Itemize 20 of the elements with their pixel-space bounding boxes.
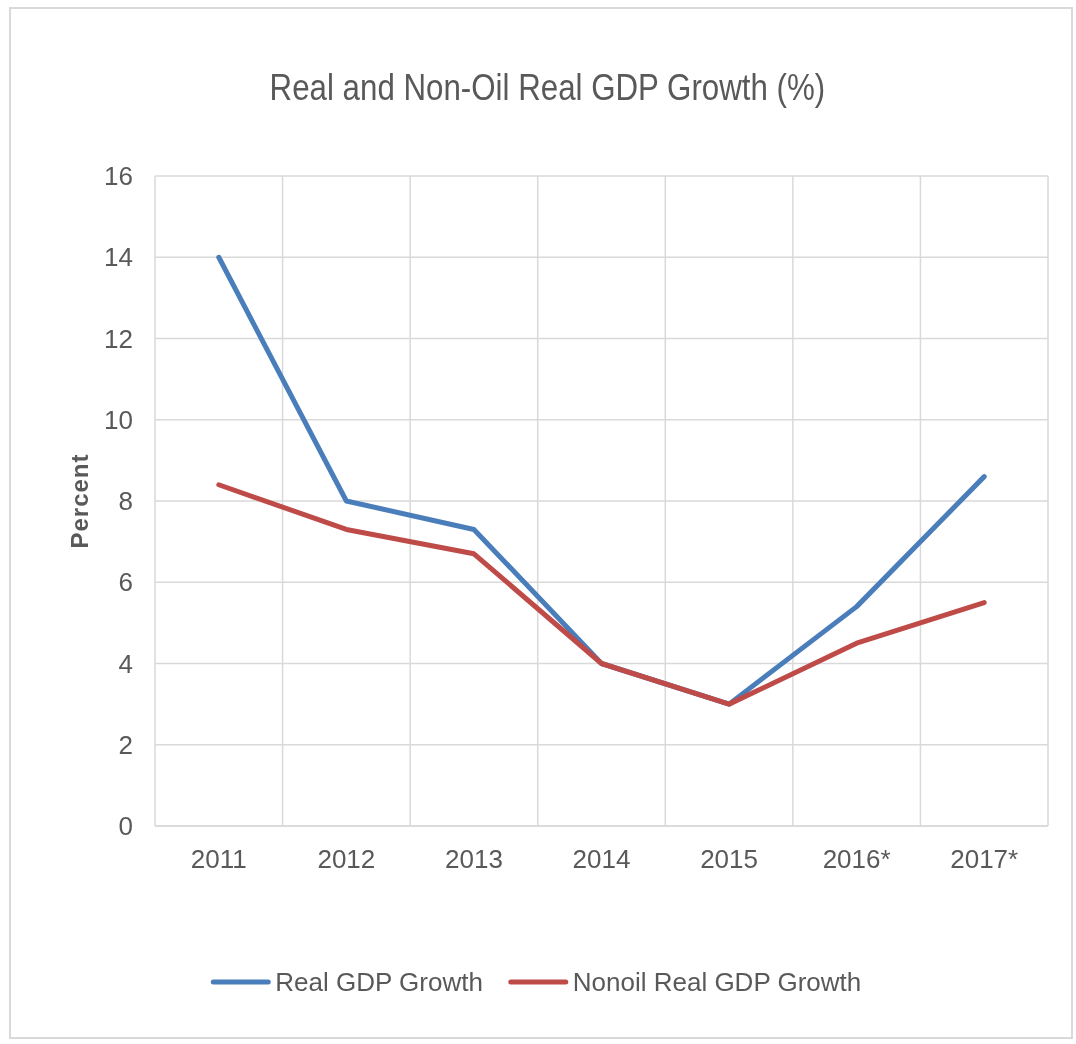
legend-label: Nonoil Real GDP Growth (572, 967, 862, 998)
y-tick-label: 16 (104, 161, 133, 192)
y-axis-title: Percent (66, 453, 93, 549)
x-tick-label: 2013 (445, 844, 503, 874)
y-tick-label: 4 (118, 648, 133, 679)
y-tick-label: 8 (118, 486, 133, 517)
chart-title: Real and Non-Oil Real GDP Growth (%) (269, 66, 826, 108)
x-tick-label: 2015 (700, 844, 758, 874)
y-tick-label: 0 (118, 811, 133, 842)
x-tick-label: 2016* (822, 844, 891, 874)
y-tick-label: 12 (104, 323, 133, 354)
y-tick-label: 14 (104, 242, 133, 273)
x-tick-label: 2017* (950, 844, 1019, 874)
x-tick-label: 2014 (572, 844, 631, 874)
y-tick-label: 2 (118, 729, 133, 760)
legend-label: Real GDP Growth (275, 967, 483, 998)
x-tick-label: 2012 (317, 844, 376, 874)
y-tick-label: 6 (118, 567, 133, 598)
x-tick-label: 2011 (190, 844, 247, 874)
y-tick-label: 10 (104, 404, 133, 435)
